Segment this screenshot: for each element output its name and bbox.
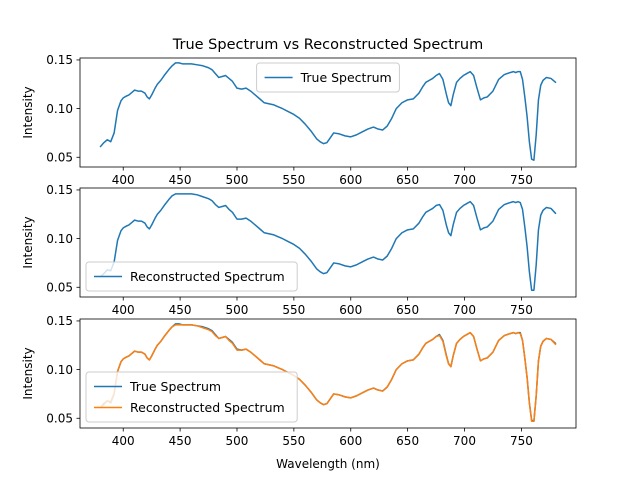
y-axis-label: Intensity xyxy=(21,347,35,399)
y-tick-label: 0.10 xyxy=(46,363,73,377)
axes-frame xyxy=(79,57,577,168)
x-tick-label: 550 xyxy=(282,434,305,448)
x-tick-label: 750 xyxy=(510,434,533,448)
y-axis-label: Intensity xyxy=(21,216,35,268)
x-tick-label: 550 xyxy=(282,173,305,187)
subplot-3: 400 450 500 550 600 650 700 750 0.05 0.10 0.15 Inte… xyxy=(21,314,577,471)
axes-frame xyxy=(79,187,577,298)
series-line-true-spectrum xyxy=(99,62,557,161)
y-tick-label: 0.15 xyxy=(46,53,73,67)
y-tick-label: 0.10 xyxy=(46,232,73,246)
y-tick-label: 0.05 xyxy=(46,281,73,295)
y-tick-label: 0.15 xyxy=(46,183,73,197)
x-tick-label: 600 xyxy=(339,434,362,448)
legend: True Spectrum xyxy=(256,62,400,93)
x-tick-label: 500 xyxy=(226,303,249,317)
y-tick-label: 0.05 xyxy=(46,412,73,426)
x-tick-label: 750 xyxy=(510,173,533,187)
x-tick-label: 700 xyxy=(453,173,476,187)
x-axis-label: Wavelength (nm) xyxy=(276,457,380,471)
legend-box xyxy=(85,261,298,292)
x-tick-label: 500 xyxy=(226,173,249,187)
y-tick-label: 0.10 xyxy=(46,102,73,116)
x-tick-label: 650 xyxy=(396,434,419,448)
x-tick-label: 600 xyxy=(339,303,362,317)
x-tick-label: 400 xyxy=(112,173,135,187)
legend-label: Reconstructed Spectrum xyxy=(130,400,285,415)
x-tick-label: 550 xyxy=(282,303,305,317)
x-tick-label: 450 xyxy=(169,434,192,448)
legend-box xyxy=(256,62,400,93)
series-line-reconstructed-spectrum xyxy=(99,324,557,422)
x-tick-label: 650 xyxy=(396,173,419,187)
subplot-2: 400 450 500 550 600 650 700 750 0.05 0.10 0.15 Inte… xyxy=(21,183,577,317)
series-line-reconstructed-spectrum xyxy=(99,193,557,291)
legend: Reconstructed Spectrum xyxy=(85,261,298,292)
x-tick-label: 500 xyxy=(226,434,249,448)
y-tick-label: 0.15 xyxy=(46,314,73,328)
y-axis-label: Intensity xyxy=(21,86,35,138)
x-tick-label: 450 xyxy=(169,303,192,317)
legend-box xyxy=(85,371,298,423)
x-tick-label: 450 xyxy=(169,173,192,187)
x-tick-label: 700 xyxy=(453,434,476,448)
legend-label: True Spectrum xyxy=(129,379,221,394)
x-tick-label: 400 xyxy=(112,303,135,317)
y-tick-label: 0.05 xyxy=(46,151,73,165)
x-tick-label: 750 xyxy=(510,303,533,317)
axes-frame xyxy=(79,318,577,429)
x-tick-label: 700 xyxy=(453,303,476,317)
x-tick-label: 650 xyxy=(396,303,419,317)
chart-title: True Spectrum vs Reconstructed Spectrum xyxy=(172,37,483,53)
legend: True Spectrum Reconstructed Spectrum xyxy=(85,371,298,423)
legend-label: Reconstructed Spectrum xyxy=(130,269,285,284)
legend-label: True Spectrum xyxy=(300,70,392,85)
subplot-1: 400 450 500 550 600 650 700 750 0.05 0.10 0.15 Inte… xyxy=(21,37,577,187)
x-tick-label: 400 xyxy=(112,434,135,448)
x-tick-label: 600 xyxy=(339,173,362,187)
